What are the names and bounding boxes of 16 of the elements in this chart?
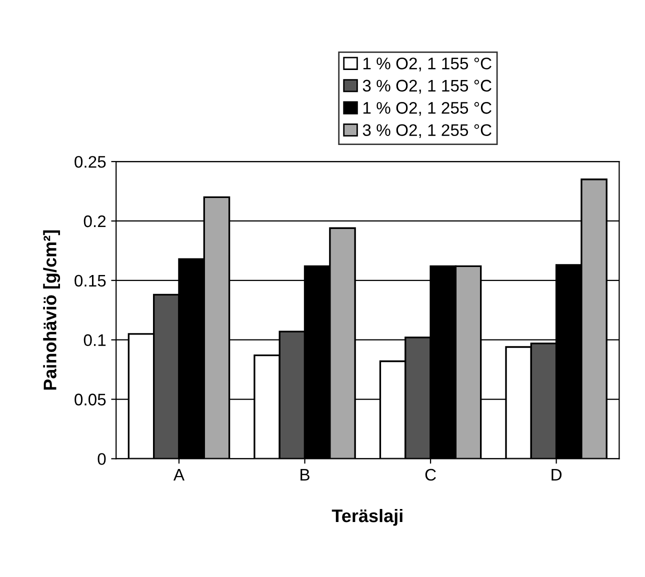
legend-label: 3 % O2, 1 255 °C bbox=[362, 124, 492, 138]
y-tick-label: 0.1 bbox=[84, 334, 106, 346]
y-tick-label: 0.05 bbox=[74, 394, 106, 406]
x-tick-label: C bbox=[425, 468, 436, 481]
legend-label: 3 % O2, 1 155 °C bbox=[362, 80, 492, 94]
y-tick-label: 0.25 bbox=[74, 156, 106, 168]
y-tick-label: 0 bbox=[98, 453, 106, 465]
y-tick-label: 0.15 bbox=[74, 274, 106, 287]
x-tick-label: D bbox=[552, 469, 562, 481]
legend-label: 1 % O2, 1 255 °C bbox=[363, 102, 492, 116]
y-tick-label: 0.2 bbox=[84, 215, 106, 228]
legend-label: 1 % O2, 1 155 °C bbox=[363, 58, 492, 72]
y-axis-title: Painohäviö [g/cm²] bbox=[43, 230, 60, 390]
x-tick-label: A bbox=[173, 469, 185, 481]
x-tick-label: B bbox=[300, 469, 310, 481]
x-axis-title: Teräslaji bbox=[332, 508, 402, 526]
